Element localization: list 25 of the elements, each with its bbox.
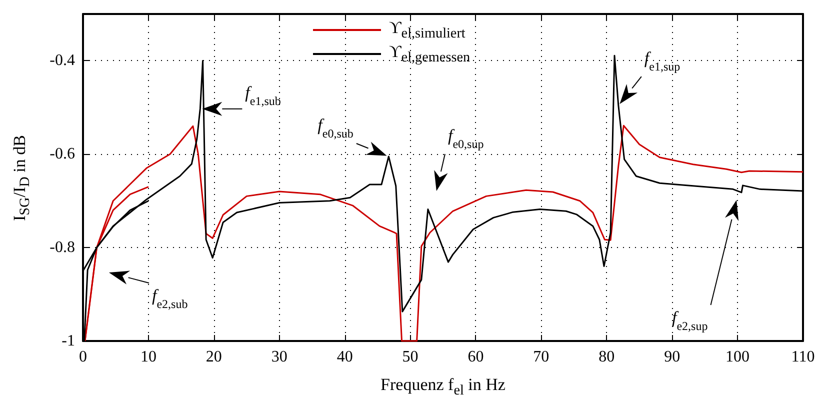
y-tick-label: -1	[62, 332, 75, 350]
x-tick-label: 70	[533, 348, 550, 366]
y-tick-label: -0.6	[50, 146, 75, 163]
annotation: f$_{e2,sub}$	[152, 286, 188, 311]
x-tick-label: 10	[140, 348, 156, 366]
annotation: f$_{e1,sup}$	[644, 48, 680, 74]
x-axis-title: Frequenz f$_{el}$ in Hz	[380, 375, 506, 400]
y-tick-label: -0.8	[50, 239, 75, 256]
x-tick-label: 90	[664, 348, 680, 366]
x-tick-label: 100	[726, 348, 750, 366]
y-tick-label: -0.4	[50, 52, 75, 70]
x-tick-label: 30	[271, 348, 288, 366]
legend-label: ϒ$_{el,gemessen}$	[389, 42, 470, 66]
x-tick-label: 50	[402, 348, 418, 366]
x-tick-label: 60	[468, 348, 484, 366]
annotation: f$_{e0,sup}$	[448, 126, 484, 151]
legend-label: ϒ$_{el,simuliert}$	[389, 18, 466, 42]
x-tick-label: 110	[791, 348, 815, 366]
x-tick-label: 20	[206, 348, 222, 366]
x-tick-label: 0	[79, 348, 87, 366]
x-tick-label: 40	[336, 348, 353, 366]
annotation: f$_{e2,sup}$	[672, 308, 708, 333]
annotation: f$_{e1,sub}$	[245, 82, 281, 108]
annotation: f$_{e0,sub}$	[318, 115, 354, 140]
x-tick-label: 80	[598, 348, 615, 366]
